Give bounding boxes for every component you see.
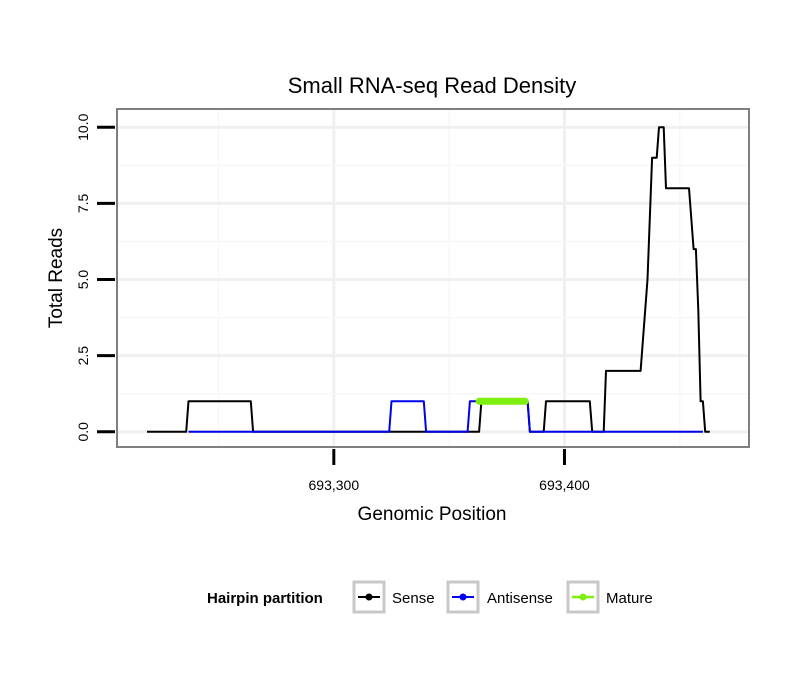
y-axis-title: Total Reads: [46, 228, 67, 328]
x-tick-label: 693,400: [539, 477, 590, 493]
series-lines: [147, 126, 710, 433]
x-axis-title: Genomic Position: [358, 504, 507, 525]
x-tick-label: 693,300: [309, 477, 360, 493]
y-tick-label: 5.0: [75, 270, 91, 290]
plot-panel: [116, 108, 750, 448]
legend-title: Hairpin partition: [207, 590, 323, 607]
legend-label-antisense: Antisense: [487, 590, 553, 607]
legend-label-sense: Sense: [392, 590, 435, 607]
legend-dot-antisense: [459, 593, 467, 601]
y-tick-label: 10.0: [75, 113, 91, 140]
legend: Hairpin partition Sense Antisense Mature: [207, 580, 653, 614]
legend-label-mature: Mature: [606, 590, 653, 607]
legend-dot-sense: [365, 593, 373, 601]
chart-title: Small RNA-seq Read Density: [288, 73, 577, 98]
axes: 0.0 2.5 5.0 7.5 10.0 693,300 693,400: [75, 113, 590, 493]
y-tick-label: 7.5: [75, 193, 91, 213]
legend-dot-mature: [579, 593, 587, 601]
y-tick-label: 0.0: [75, 422, 91, 442]
y-tick-label: 2.5: [75, 346, 91, 366]
series-line-antisense: [188, 400, 703, 433]
